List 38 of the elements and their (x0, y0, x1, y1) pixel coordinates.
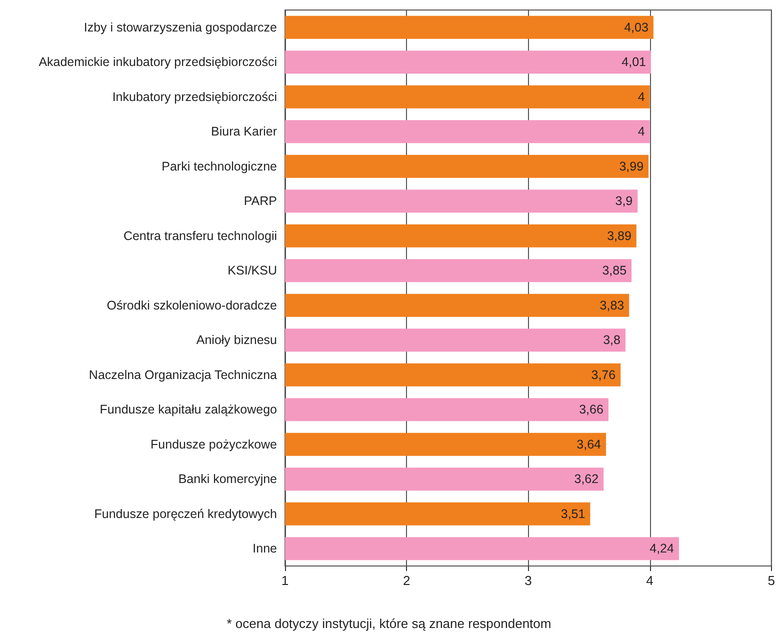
y-tick-label: Parki technologiczne (162, 159, 278, 174)
y-tick-label: Fundusze poręczeń kredytowych (94, 506, 278, 521)
data-label: 3,51 (560, 506, 586, 521)
data-label: 3,66 (579, 402, 604, 417)
data-label: 3,62 (574, 472, 599, 486)
data-label: 4,03 (624, 20, 648, 34)
data-label: 4,24 (650, 542, 674, 556)
data-label: 3,99 (619, 159, 644, 174)
text: * ocena dotyczy instytucji, które są znane respondentom (226, 616, 552, 631)
y-tick-label: Akademickie inkubatory przedsiębiorczości (38, 55, 277, 70)
x-tick-label: 2 (402, 573, 410, 588)
data-label: 4 (638, 90, 645, 104)
y-tick-label: PARP (244, 194, 277, 208)
data-label: 4,01 (622, 55, 646, 70)
y-tick-label: Naczelna Organizacja Techniczna (88, 368, 278, 382)
data-label: 3,76 (591, 368, 616, 382)
y-tick-label: Fundusze kapitału zalążkowego (100, 402, 278, 417)
y-tick-label: Biura Karier (211, 124, 277, 139)
x-tick-label: 3 (524, 573, 532, 588)
y-tick-label: Inkubatory przedsiębiorczości (112, 90, 277, 104)
y-tick-label: Ośrodki szkoleniowo-doradcze (106, 298, 278, 312)
x-tick-label: 1 (281, 573, 289, 588)
data-label: 3,83 (600, 298, 624, 312)
data-label: 3,8 (603, 333, 621, 348)
y-tick-label: Inne (252, 542, 278, 556)
x-tick-label: 4 (646, 573, 654, 588)
y-tick-label: Banki komercyjne (178, 472, 278, 486)
y-tick-label: Izby i stowarzyszenia gospodarcze (84, 20, 278, 34)
data-label: 3,64 (576, 437, 602, 452)
data-label: 3,89 (607, 228, 632, 243)
data-label: 3,9 (615, 194, 633, 208)
y-tick-label: Anioły biznesu (196, 333, 278, 348)
y-tick-label: Fundusze pożyczkowe (150, 437, 278, 452)
x-tick-label: 5 (768, 573, 775, 588)
data-label: 4 (638, 124, 645, 139)
data-label: 3,85 (602, 264, 627, 278)
y-tick-label: KSI/KSU (228, 264, 277, 278)
y-tick-label: Centra transferu technologii (123, 228, 277, 243)
